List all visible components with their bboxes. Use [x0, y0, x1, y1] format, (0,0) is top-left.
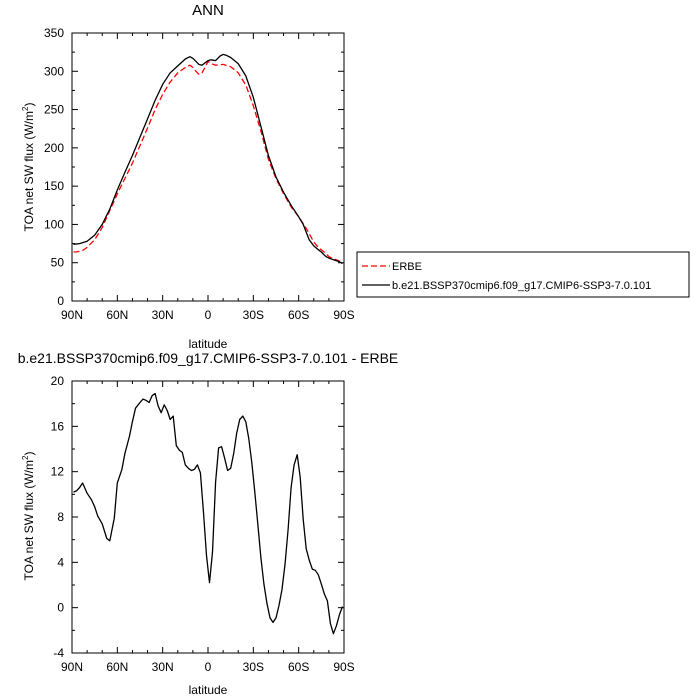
- bottom-panel-ylabel: TOA net SW flux (W/m2): [21, 452, 36, 581]
- bottom-xtick-label: 90N: [61, 660, 83, 674]
- top-panel: ANN TOA net SW flux (W/m2) latitude 90N 6…: [21, 2, 355, 351]
- top-ytick-label: 200: [44, 141, 64, 155]
- bottom-ytick-label: -4: [53, 646, 64, 660]
- bottom-panel-lines: [73, 392, 344, 635]
- bottom-panel-xlabel: latitude: [189, 683, 228, 697]
- top-xtick-label: 60S: [288, 308, 309, 322]
- legend-erbe-label: ERBE: [392, 261, 422, 273]
- top-panel-ylabel: TOA net SW flux (W/m2): [21, 103, 36, 232]
- legend-model-label: b.e21.BSSP370cmip6.f09_g17.CMIP6-SSP3-7.…: [392, 280, 651, 292]
- top-xtick-label: 90S: [333, 308, 354, 322]
- top-panel-xlabel: latitude: [189, 337, 228, 351]
- bottom-panel-ylabel-text: TOA net SW flux (W/m: [22, 460, 36, 580]
- bottom-xtick-label: 60N: [106, 660, 128, 674]
- top-ytick-label: 350: [44, 26, 64, 40]
- bottom-panel: b.e21.BSSP370cmip6.f09_g17.CMIP6-SSP3-7.…: [18, 350, 399, 697]
- top-series-line-0: [73, 60, 343, 264]
- bottom-panel-frame: [71, 380, 345, 654]
- bottom-ytick-label: 20: [51, 374, 65, 388]
- top-panel-title: ANN: [192, 2, 224, 19]
- bottom-panel-ylabel-sup: 2: [21, 455, 30, 460]
- top-xtick-label: 90N: [61, 308, 83, 322]
- top-ytick-label: 100: [44, 217, 64, 231]
- bottom-panel-ylabel-close: ): [22, 452, 36, 456]
- bottom-ytick-label: 0: [57, 601, 64, 615]
- bottom-xtick-label: 90S: [333, 660, 354, 674]
- bottom-ytick-label: 4: [57, 555, 64, 569]
- top-xtick-label: 30N: [152, 308, 174, 322]
- top-panel-frame: [71, 32, 345, 302]
- top-ytick-label: 50: [51, 256, 65, 270]
- legend-box: [356, 251, 690, 298]
- bottom-panel-ticks: 90N 60N 30N 0 30S 60S 90S -4 0 4 8 12 16 20: [51, 374, 355, 674]
- bottom-ytick-label: 16: [51, 419, 65, 433]
- bottom-panel-title: b.e21.BSSP370cmip6.f09_g17.CMIP6-SSP3-7.…: [18, 350, 399, 366]
- top-xtick-label: 30S: [243, 308, 264, 322]
- top-panel-ylabel-text: TOA net SW flux (W/m: [22, 111, 36, 231]
- top-panel-ticks: 90N 60N 30N 0 30S 60S 90S 0 50 100 150 200 250 300 350: [44, 26, 355, 322]
- top-ytick-label: 150: [44, 179, 64, 193]
- top-ytick-label: 0: [57, 294, 64, 308]
- bottom-xtick-label: 0: [205, 660, 212, 674]
- bottom-ytick-label: 12: [51, 465, 65, 479]
- bottom-series-line-0: [73, 392, 344, 635]
- bottom-xtick-label: 30S: [243, 660, 264, 674]
- top-panel-lines: [73, 53, 343, 265]
- top-xtick-label: 0: [205, 308, 212, 322]
- top-xtick-label: 60N: [106, 308, 128, 322]
- bottom-xtick-label: 30N: [152, 660, 174, 674]
- top-series-line-1: [73, 53, 343, 265]
- top-ytick-label: 250: [44, 103, 64, 117]
- top-panel-ylabel-sup: 2: [21, 106, 30, 111]
- bottom-xtick-label: 60S: [288, 660, 309, 674]
- legend: ERBE b.e21.BSSP370cmip6.f09_g17.CMIP6-SS…: [356, 251, 690, 298]
- top-panel-ylabel-close: ): [22, 103, 36, 107]
- top-ytick-label: 300: [44, 64, 64, 78]
- bottom-ytick-label: 8: [57, 510, 64, 524]
